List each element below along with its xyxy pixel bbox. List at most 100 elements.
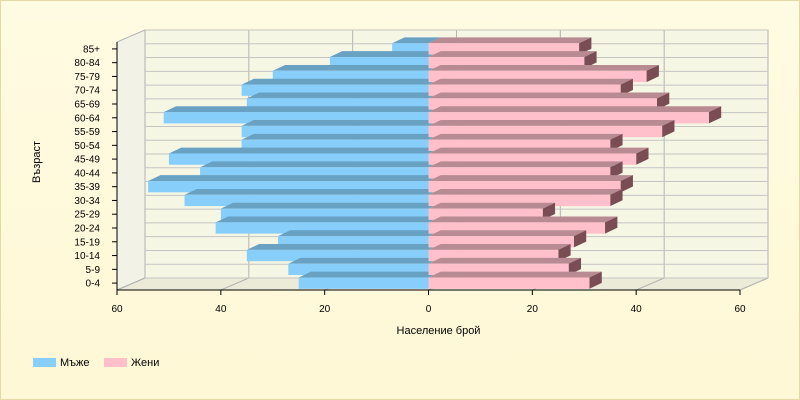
bar-top-face <box>428 92 670 99</box>
x-axis: 60 40 20 0 20 40 60 <box>111 289 746 315</box>
bar-side-face <box>646 64 659 83</box>
bar-front-face <box>220 208 429 220</box>
bar-front-face <box>163 112 429 124</box>
bar-side-face <box>708 106 722 124</box>
bar-women-75-79 <box>428 64 659 83</box>
x-tick-label: 0 <box>426 304 432 315</box>
bar-men-55-59 <box>241 120 441 138</box>
bar-men-45-49 <box>168 147 441 165</box>
bar-women-0-4 <box>428 271 602 289</box>
bar-front-face <box>428 98 657 110</box>
bar-front-face <box>428 277 590 289</box>
bar-top-face <box>428 161 623 168</box>
bar-top-face <box>428 120 675 126</box>
bar-women-50-54 <box>428 133 623 151</box>
x-tick-label: 40 <box>631 304 643 315</box>
x-tick-label: 20 <box>527 304 539 315</box>
bar-side-face <box>584 51 597 69</box>
y-tick-label: 10-14 <box>74 251 100 262</box>
bar-front-face <box>298 277 429 289</box>
x-tick-label: 20 <box>319 304 331 315</box>
legend-swatch-women <box>104 358 127 367</box>
floor-gridline <box>220 277 250 291</box>
chart-bars <box>148 37 722 289</box>
bar-top-face <box>428 133 623 140</box>
bar-front-face <box>329 57 429 69</box>
bar-front-face <box>168 153 429 165</box>
y-tick-label: 60-64 <box>74 113 100 124</box>
bar-top-face <box>288 257 441 264</box>
bar-side-face <box>589 271 602 289</box>
bar-side-face <box>605 216 618 234</box>
bar-front-face <box>428 167 611 179</box>
bar-women-65-69 <box>428 92 670 110</box>
floor-gridline <box>116 277 146 291</box>
bar-top-face <box>200 161 441 168</box>
bar-men-10-14 <box>246 244 441 262</box>
bar-top-face <box>428 271 602 278</box>
bar-front-face <box>428 125 663 138</box>
bar-top-face <box>428 37 592 44</box>
bar-front-face <box>277 236 429 248</box>
bar-top-face <box>220 202 441 209</box>
bar-women-70-74 <box>428 78 633 96</box>
bar-front-face <box>184 194 429 207</box>
bar-front-face <box>148 181 429 193</box>
x-tick-label: 40 <box>215 304 227 315</box>
floor-gridline <box>635 277 665 291</box>
bar-front-face <box>428 57 585 69</box>
bar-men-20-24 <box>215 216 441 234</box>
bar-women-10-14 <box>428 244 571 262</box>
bar-men-65-69 <box>246 92 441 110</box>
bar-women-80-84 <box>428 51 597 69</box>
bar-front-face <box>200 167 429 179</box>
y-tick-label: 45-49 <box>74 155 100 166</box>
y-tick-label: 30-34 <box>74 196 100 207</box>
bar-front-face <box>428 263 569 275</box>
bar-side-face <box>610 133 623 151</box>
bar-women-60-64 <box>428 106 722 124</box>
floor-gridline <box>739 277 769 291</box>
bar-side-face <box>579 37 592 55</box>
bar-women-45-49 <box>428 147 649 165</box>
bar-top-face <box>329 51 441 58</box>
bar-front-face <box>428 84 621 96</box>
bar-side-face <box>636 147 649 165</box>
bar-front-face <box>428 208 543 220</box>
bar-top-face <box>392 37 441 44</box>
bar-men-60-64 <box>163 106 441 124</box>
bar-front-face <box>428 194 611 207</box>
bar-front-face <box>428 43 580 55</box>
bar-top-face <box>241 133 441 140</box>
y-tick-label: 75-79 <box>74 72 100 83</box>
bar-top-face <box>428 175 633 182</box>
legend: Мъже Жени <box>33 357 159 369</box>
x-tick-label: 60 <box>111 304 123 315</box>
bar-side-face <box>620 175 633 193</box>
bar-top-face <box>163 106 441 113</box>
bar-front-face <box>428 181 621 193</box>
bar-men-35-39 <box>148 175 441 193</box>
bar-side-face <box>573 230 587 248</box>
bar-men-85+ <box>392 37 441 55</box>
y-axis-title: Възраст <box>31 141 43 183</box>
bar-top-face <box>428 244 571 250</box>
bar-top-face <box>428 257 582 264</box>
y-tick-label: 55-59 <box>74 127 100 138</box>
bar-women-35-39 <box>428 175 633 193</box>
bar-women-30-34 <box>428 188 623 207</box>
y-tick-label: 0-4 <box>86 279 101 290</box>
legend-label-women: Жени <box>131 357 159 369</box>
bar-top-face <box>428 188 623 195</box>
y-tick-label: 65-69 <box>74 100 100 111</box>
bar-men-70-74 <box>241 78 441 96</box>
bar-women-15-19 <box>428 230 587 248</box>
bar-front-face <box>241 125 429 138</box>
bar-front-face <box>272 70 429 83</box>
bar-men-30-34 <box>184 188 441 207</box>
bar-men-5-9 <box>288 257 441 275</box>
bar-men-50-54 <box>241 133 441 151</box>
bar-side-face <box>662 120 675 138</box>
bar-front-face <box>428 236 574 248</box>
